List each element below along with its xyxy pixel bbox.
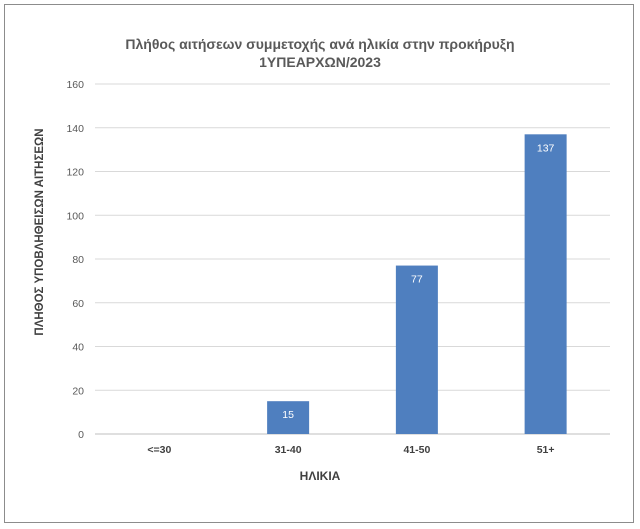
bar-51+ (524, 134, 567, 434)
chart-title-line-2: 1ΥΠΕΑΡΧΩΝ/2023 (259, 54, 381, 70)
y-tick-label-160: 160 (66, 79, 84, 91)
x-tick-label-<=30: <=30 (147, 444, 171, 456)
data-label-51+: 137 (537, 142, 555, 154)
x-tick-label-41-50: 41-50 (403, 444, 430, 456)
y-tick-label-120: 120 (66, 167, 84, 179)
data-label-31-40: 15 (282, 409, 294, 421)
y-tick-label-140: 140 (66, 123, 84, 135)
y-tick-label-20: 20 (72, 385, 84, 397)
data-label-41-50: 77 (411, 274, 423, 286)
y-tick-label-40: 40 (72, 342, 84, 354)
y-tick-label-100: 100 (66, 210, 84, 222)
chart-title-line-1: Πλήθος αιτήσεων συμμετοχής ανά ηλικία στ… (125, 36, 515, 52)
x-tick-label-51+: 51+ (537, 444, 555, 456)
x-tick-label-31-40: 31-40 (275, 444, 302, 456)
y-tick-label-80: 80 (72, 254, 84, 266)
y-tick-label-60: 60 (72, 298, 84, 310)
x-axis-label: ΗΛΙΚΙΑ (299, 469, 341, 483)
y-tick-label-0: 0 (78, 429, 84, 441)
bar-41-50 (395, 265, 438, 434)
bar-31-40 (267, 401, 310, 434)
